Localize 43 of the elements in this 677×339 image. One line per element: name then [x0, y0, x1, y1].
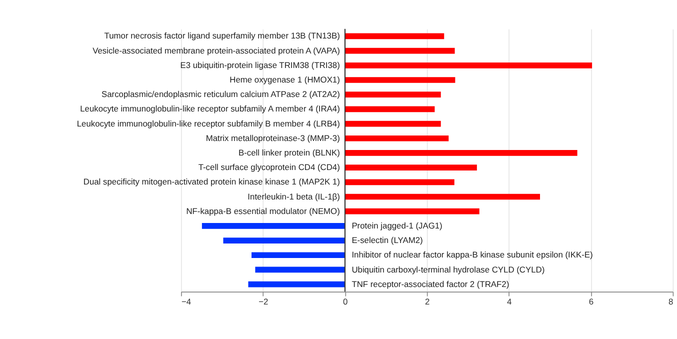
bar [344, 33, 444, 40]
y-tick-label: Dual specificity mitogen-activated protein kinase kinase 1 (MAP2K 1) [83, 176, 340, 187]
y-tick-label: Heme oxygenase 1 (HMOX1) [230, 74, 340, 85]
bar [344, 179, 454, 186]
y-tick-label: Leukocyte immunoglobulin-like receptor subfamily A member 4 (IRA4) [80, 104, 340, 114]
bar [255, 266, 345, 273]
bar [344, 92, 441, 98]
x-tick-label: 6 [588, 296, 594, 307]
y-tick-label: E-selectin (LYAM2) [352, 235, 424, 246]
bar [252, 252, 345, 258]
y-tick-label: Protein jagged-1 (JAG1) [352, 220, 443, 230]
bar [344, 164, 477, 170]
y-tick-label: Matrix metalloproteinase-3 (MMP-3) [206, 132, 340, 143]
y-tick-label: E3 ubiquitin-protein ligase TRIM38 (TRI38) [180, 60, 340, 70]
bar [344, 77, 456, 83]
y-tick-label: B-cell linker protein (BLNK) [238, 147, 340, 158]
x-tick-label: 0 [343, 296, 348, 307]
bar [344, 62, 592, 68]
y-tick-label: Tumor necrosis factor ligand superfamily member 13B (TN13B) [104, 30, 340, 41]
bar [344, 48, 455, 54]
y-tick-label: Sarcoplasmic/endoplasmic reticulum calcium ATPase 2 (AT2A2) [101, 89, 340, 100]
bar [344, 106, 435, 112]
y-tick-label: Vesicle-associated membrane protein-associated protein A (VAPA) [92, 45, 340, 56]
bar [344, 135, 449, 142]
y-tick-label: NF-kappa-B essential modulator (NEMO) [186, 206, 340, 216]
y-tick-label: Interleukin-1 beta (IL-1β) [248, 191, 340, 202]
bar [344, 208, 480, 214]
x-tick-label: −2 [258, 296, 269, 307]
x-tick-label: 4 [506, 296, 512, 307]
x-tick-label: −4 [181, 296, 192, 307]
y-tick-label: Ubiquitin carboxyl-terminal hydrolase CYLD (CYLD) [352, 264, 545, 274]
bar [344, 194, 540, 200]
bar [344, 120, 441, 127]
bar [202, 223, 345, 229]
y-tick-label: T-cell surface glycoprotein CD4 (CD4) [198, 162, 340, 172]
x-tick-label: 2 [424, 296, 430, 307]
bar [248, 281, 345, 288]
bar [344, 150, 578, 156]
bar [223, 238, 345, 244]
y-tick-label: TNF receptor-associated factor 2 (TRAF2) [352, 278, 510, 289]
x-tick-label: 8 [668, 296, 674, 307]
y-tick-label: Leukocyte immunoglobulin-like receptor subfamily B member 4 (LRB4) [76, 118, 340, 128]
y-tick-label: Inhibitor of nuclear factor kappa-B kinase subunit epsilon (IKK-E) [352, 250, 593, 260]
